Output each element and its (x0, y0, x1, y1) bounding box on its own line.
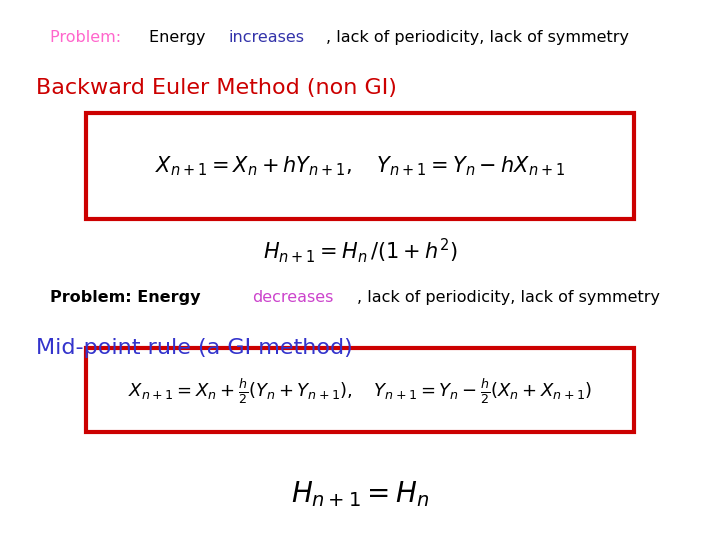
Text: decreases: decreases (252, 290, 333, 305)
Text: $H_{n+1} = H_n\,/(1+h^2)$: $H_{n+1} = H_n\,/(1+h^2)$ (263, 237, 457, 266)
Text: Energy: Energy (149, 30, 210, 45)
Text: Problem:: Problem: (50, 30, 127, 45)
Text: Backward Euler Method (non GI): Backward Euler Method (non GI) (36, 78, 397, 98)
Text: $H_{n+1} = H_n$: $H_{n+1} = H_n$ (291, 479, 429, 509)
FancyBboxPatch shape (86, 113, 634, 219)
FancyBboxPatch shape (86, 348, 634, 432)
Text: increases: increases (228, 30, 305, 45)
Text: $X_{n+1} = X_n + hY_{n+1},\quad Y_{n+1} = Y_n - hX_{n+1}$: $X_{n+1} = X_n + hY_{n+1},\quad Y_{n+1} … (155, 154, 565, 178)
Text: , lack of periodicity, lack of symmetry: , lack of periodicity, lack of symmetry (357, 290, 660, 305)
Text: , lack of periodicity, lack of symmetry: , lack of periodicity, lack of symmetry (326, 30, 629, 45)
Text: $X_{n+1} = X_n + \frac{h}{2}(Y_n + Y_{n+1}),\quad Y_{n+1} = Y_n - \frac{h}{2}(X_: $X_{n+1} = X_n + \frac{h}{2}(Y_n + Y_{n+… (128, 377, 592, 406)
Text: Problem: Energy: Problem: Energy (50, 290, 207, 305)
Text: Mid-point rule (a GI method): Mid-point rule (a GI method) (36, 338, 353, 357)
